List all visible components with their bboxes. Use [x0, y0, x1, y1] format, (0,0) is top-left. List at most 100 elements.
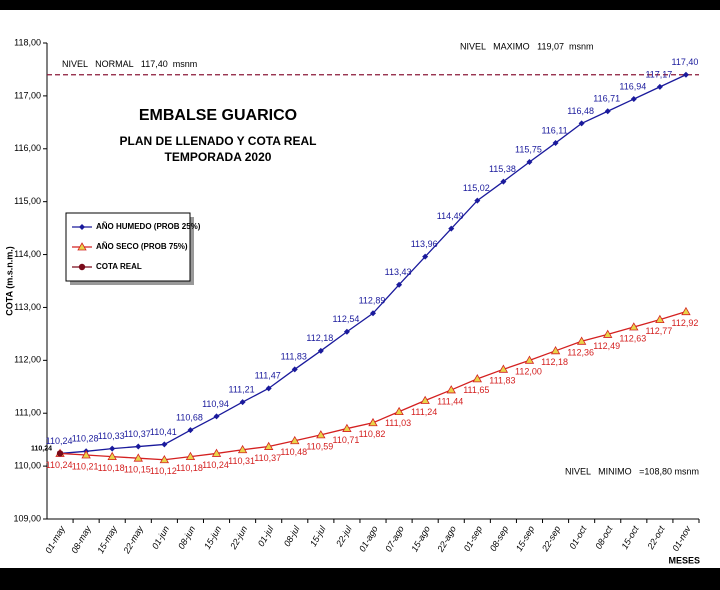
data-label: 111,03: [385, 418, 411, 428]
data-label: 111,44: [437, 396, 463, 406]
data-label: 116,94: [619, 81, 646, 91]
data-label: 113,96: [411, 239, 438, 249]
legend-label: AÑO HUMEDO (PROB 25%): [96, 222, 201, 231]
data-label: 111,83: [489, 376, 515, 386]
data-label: 110,24: [46, 460, 73, 470]
point: [474, 197, 481, 204]
point: [77, 242, 87, 251]
data-label: 110,37: [254, 453, 281, 463]
data-label: 110,12: [150, 466, 177, 476]
data-label: 110,24: [31, 445, 52, 452]
data-label: 111,24: [411, 407, 437, 417]
y-tick-label: 114,00: [14, 249, 41, 259]
point: [135, 443, 142, 450]
data-label: 110,21: [72, 461, 99, 471]
data-label: 110,68: [176, 413, 203, 423]
data-label: 112,36: [567, 348, 594, 358]
y-tick-label: 117,00: [14, 90, 41, 100]
point: [630, 96, 637, 103]
chart-subtitle: TEMPORADA 2020: [165, 150, 272, 164]
chart-subtitle: PLAN DE LLENADO Y COTA REAL: [120, 134, 317, 148]
data-label: 112,89: [359, 296, 386, 306]
point: [185, 451, 196, 460]
data-label: 111,83: [281, 352, 307, 362]
point: [681, 306, 691, 316]
point: [263, 441, 274, 450]
point: [448, 225, 455, 232]
data-label: 112,54: [332, 314, 359, 324]
point: [316, 430, 326, 439]
point: [109, 445, 116, 452]
data-label: 110,24: [46, 436, 73, 446]
data-label: 117,40: [672, 57, 699, 67]
y-tick-label: 112,00: [14, 355, 41, 365]
data-label: 110,71: [332, 435, 359, 445]
data-label: 110,82: [359, 429, 386, 439]
data-label: 112,18: [541, 357, 568, 367]
point: [578, 120, 585, 127]
point: [498, 364, 509, 373]
point: [420, 395, 430, 404]
point: [187, 427, 194, 434]
point: [211, 448, 222, 457]
point: [394, 406, 404, 416]
point: [159, 454, 170, 464]
data-label: 116,71: [593, 94, 620, 104]
data-label: 115,38: [489, 164, 516, 174]
point: [265, 385, 272, 392]
point: [317, 347, 324, 354]
point: [524, 355, 535, 364]
point: [343, 328, 350, 335]
y-tick-label: 110,00: [14, 460, 41, 470]
point: [81, 450, 91, 459]
data-label: 114,49: [437, 211, 464, 221]
point: [368, 417, 378, 427]
point: [682, 71, 689, 78]
data-label: 115,75: [515, 144, 542, 154]
y-tick-label: 111,00: [15, 408, 41, 418]
x-axis-label: MESES: [668, 555, 700, 565]
point: [237, 444, 248, 454]
data-label: 112,92: [672, 318, 699, 328]
data-label: 117,17: [645, 69, 672, 79]
point: [56, 450, 64, 457]
data-label: 110,41: [150, 427, 177, 437]
data-label: 116,48: [567, 106, 594, 116]
point: [107, 451, 117, 460]
annotation: NIVEL MAXIMO 119,07 msnm: [460, 41, 594, 51]
data-label: 111,21: [228, 384, 254, 394]
data-label: 110,59: [306, 441, 333, 451]
data-label: 110,18: [98, 463, 125, 473]
background: [0, 10, 720, 568]
data-label: 110,48: [280, 447, 307, 457]
point: [472, 374, 483, 383]
data-label: 110,37: [124, 429, 151, 439]
data-label: 110,18: [176, 463, 203, 473]
reference-label: NIVEL NORMAL 117,40 msnm: [62, 59, 197, 69]
data-label: 112,49: [593, 341, 620, 351]
data-label: 110,94: [202, 399, 229, 409]
point: [552, 139, 559, 146]
data-label: 113,43: [385, 267, 412, 277]
data-label: 111,47: [255, 371, 281, 381]
point: [79, 224, 85, 230]
point: [603, 329, 613, 338]
point: [290, 435, 300, 445]
point: [550, 346, 561, 355]
data-label: 110,28: [72, 434, 99, 444]
point: [213, 413, 220, 420]
y-tick-label: 109,00: [13, 513, 41, 523]
point: [396, 281, 403, 288]
point: [133, 453, 143, 462]
point: [500, 178, 507, 185]
y-tick-label: 118,00: [14, 37, 41, 47]
data-label: 116,11: [541, 125, 567, 135]
legend-label: AÑO SECO (PROB 75%): [96, 242, 188, 251]
data-label: 112,18: [306, 333, 333, 343]
point: [655, 314, 665, 324]
point: [342, 423, 352, 432]
data-label: 110,15: [124, 465, 151, 475]
data-label: 115,02: [463, 183, 490, 193]
data-label: 111,65: [463, 385, 489, 395]
